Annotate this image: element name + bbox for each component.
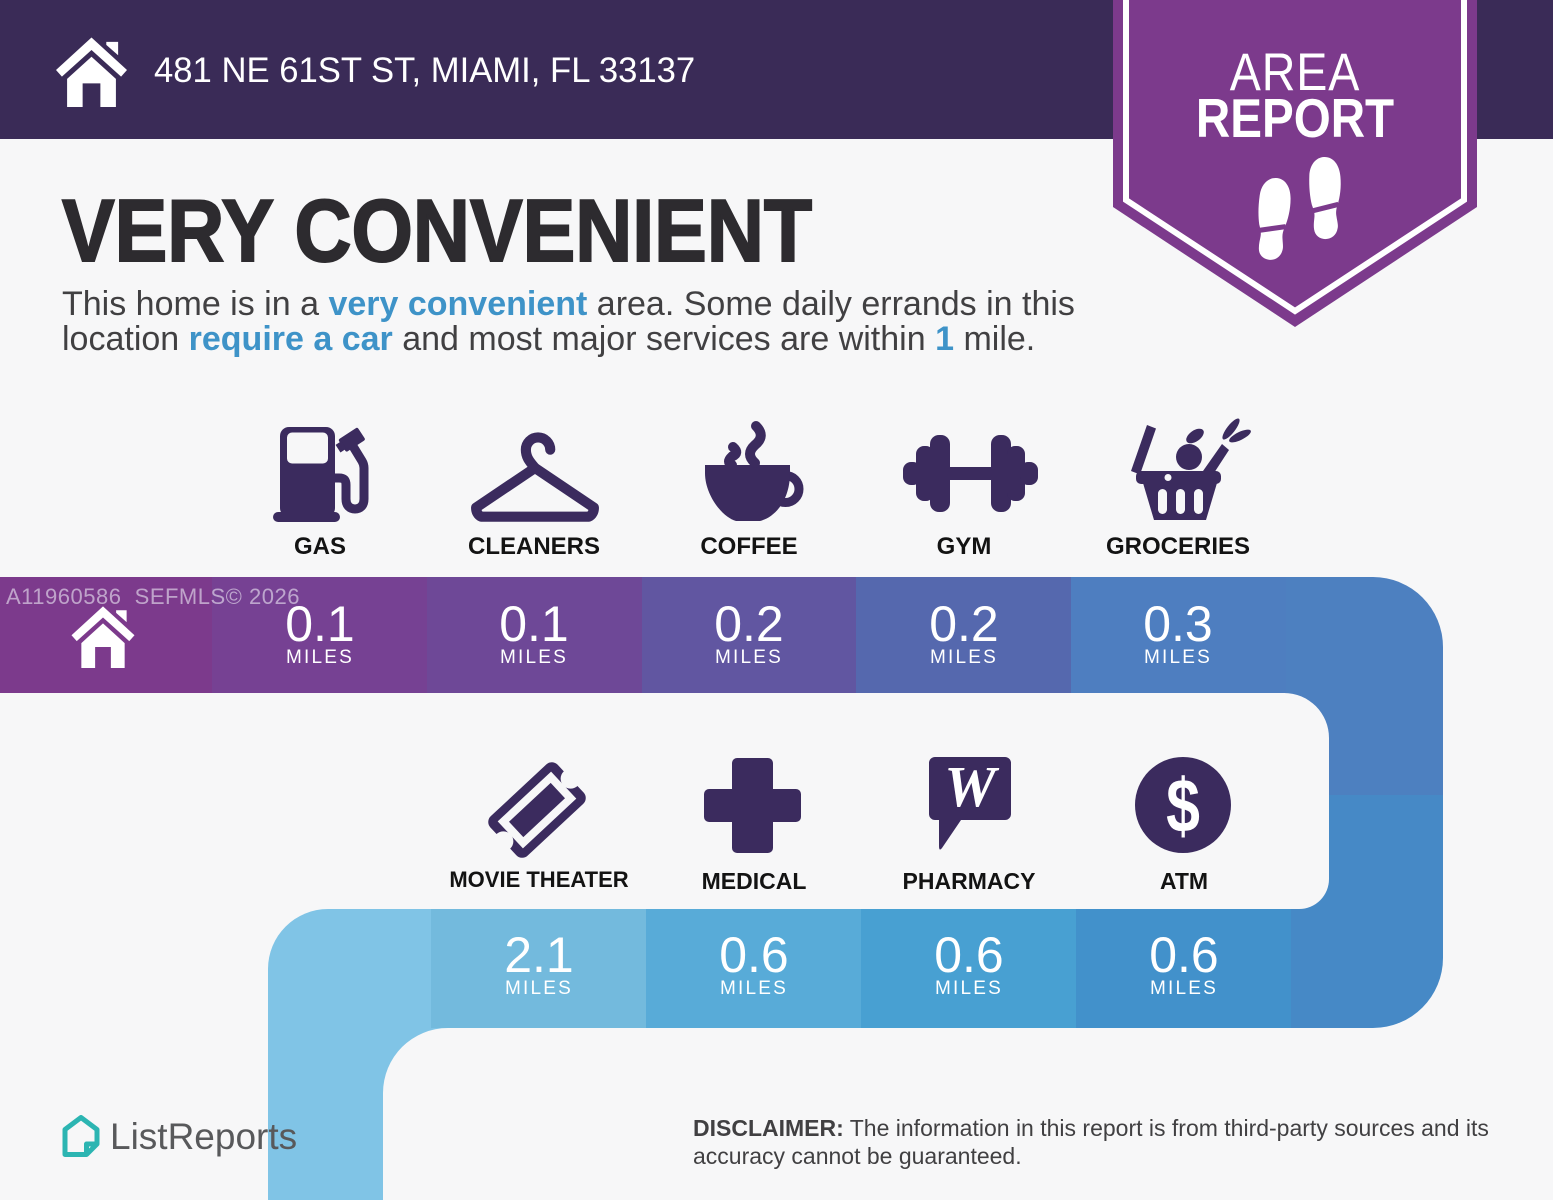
svg-text:$: $: [1166, 764, 1200, 849]
svg-text:W: W: [944, 757, 999, 819]
